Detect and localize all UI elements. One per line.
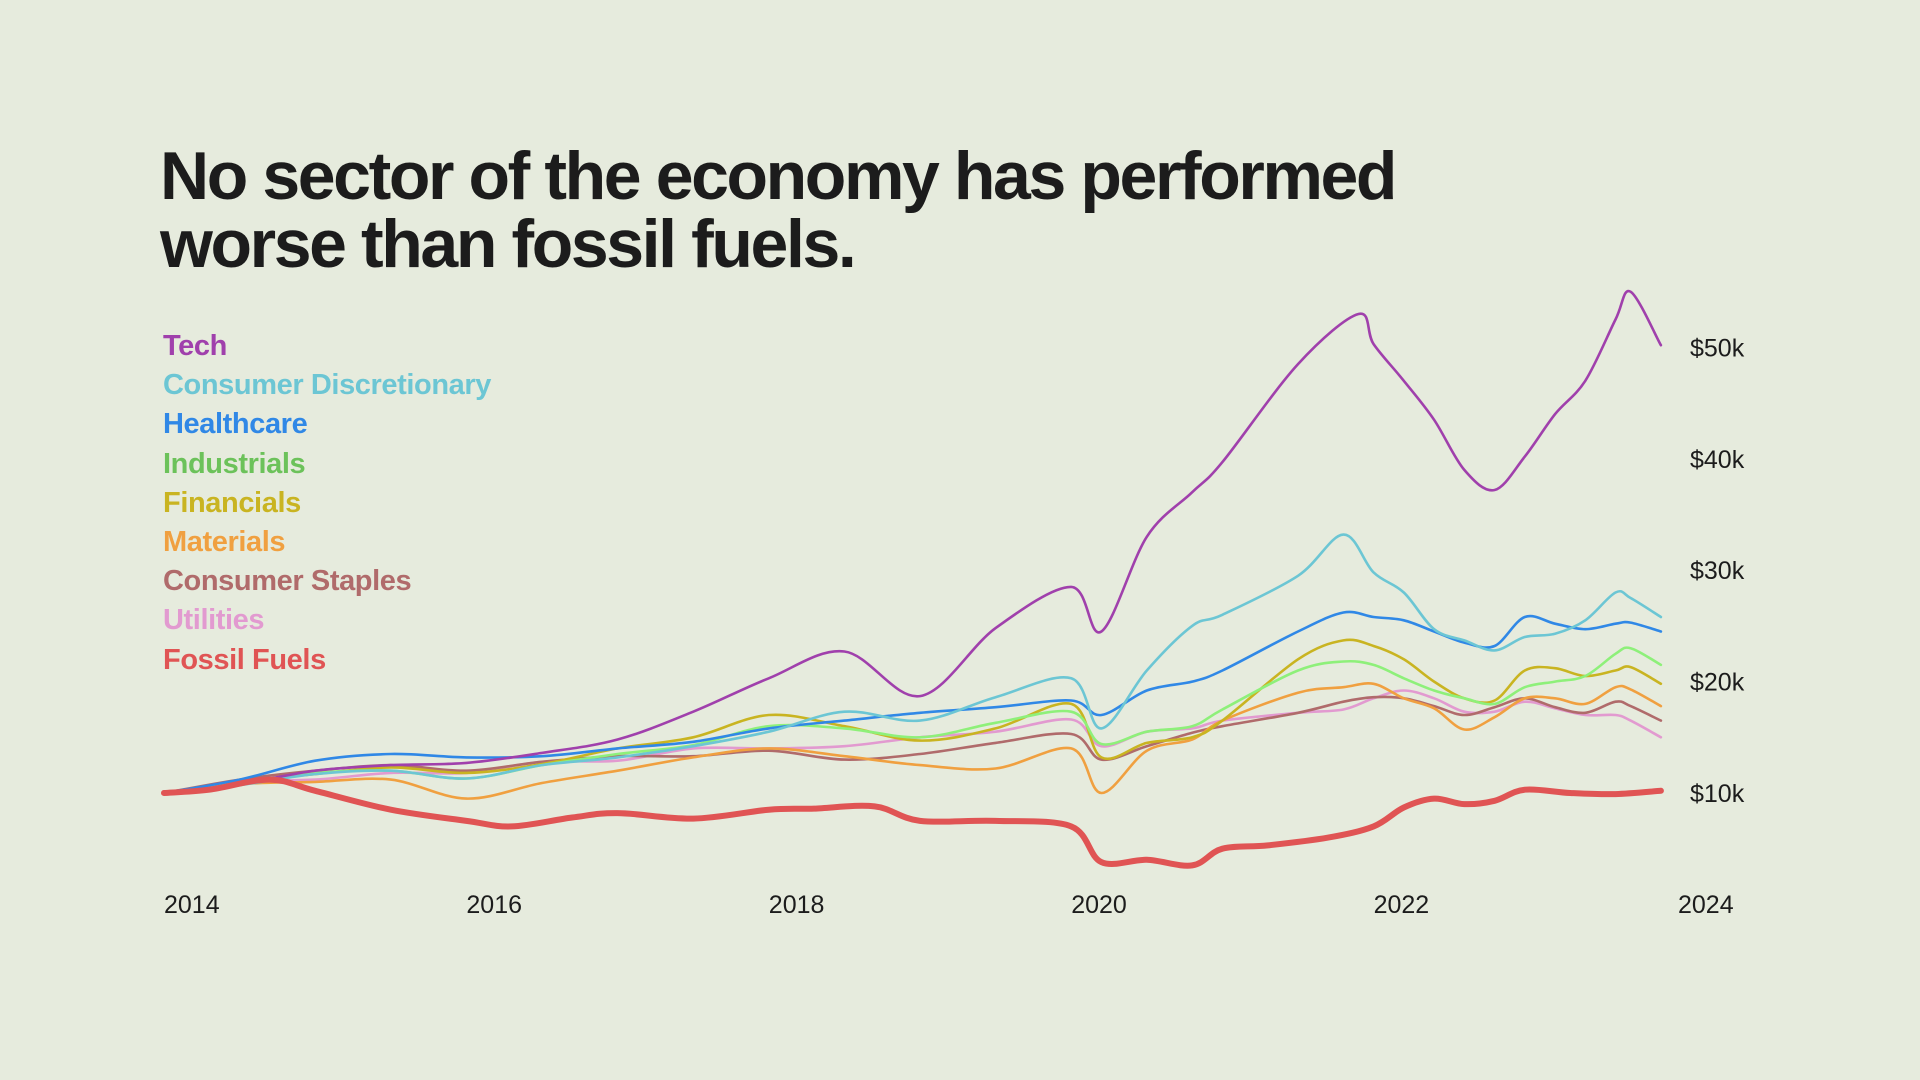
x-tick-label: 2020	[1071, 891, 1127, 919]
legend-item-fossil-fuels: Fossil Fuels	[163, 643, 326, 676]
y-tick-label: $40k	[1690, 446, 1745, 474]
series-lines	[161, 289, 1664, 869]
y-tick-label: $50k	[1690, 334, 1745, 362]
x-tick-label: 2022	[1374, 891, 1430, 919]
y-tick-label: $30k	[1690, 557, 1745, 585]
series-line-fossil-fuels	[161, 776, 1664, 869]
legend-item-healthcare: Healthcare	[163, 408, 308, 441]
legend-item-tech: Tech	[163, 330, 227, 362]
legend-item-industrials: Industrials	[163, 447, 306, 480]
x-tick-label: 2024	[1678, 891, 1734, 919]
y-tick-label: $10k	[1690, 780, 1745, 808]
x-tick-label: 2018	[769, 891, 825, 919]
series-line-financials	[162, 638, 1663, 795]
y-tick-label: $20k	[1690, 669, 1745, 697]
series-line-tech	[162, 289, 1663, 795]
legend-item-consumer-staples: Consumer Staples	[163, 565, 412, 598]
series-line-materials	[162, 682, 1663, 800]
legend-item-materials: Materials	[163, 526, 286, 559]
x-axis-ticks: 2014 2016 2018 2020 2022 2024	[164, 891, 1734, 919]
chart-title: No sector of the economy has performed w…	[160, 138, 1397, 282]
series-line-consumer-discretionary	[162, 533, 1663, 795]
x-tick-label: 2014	[164, 891, 220, 919]
legend-item-consumer-discretionary: Consumer Discretionary	[163, 369, 492, 402]
x-tick-label: 2016	[466, 891, 522, 919]
y-axis-ticks: $10k $20k $30k $40k $50k	[1690, 334, 1745, 808]
legend: Tech Consumer Discretionary Healthcare Indu…	[163, 327, 491, 680]
legend-item-utilities: Utilities	[163, 604, 265, 637]
legend-item-financials: Financials	[163, 486, 301, 519]
